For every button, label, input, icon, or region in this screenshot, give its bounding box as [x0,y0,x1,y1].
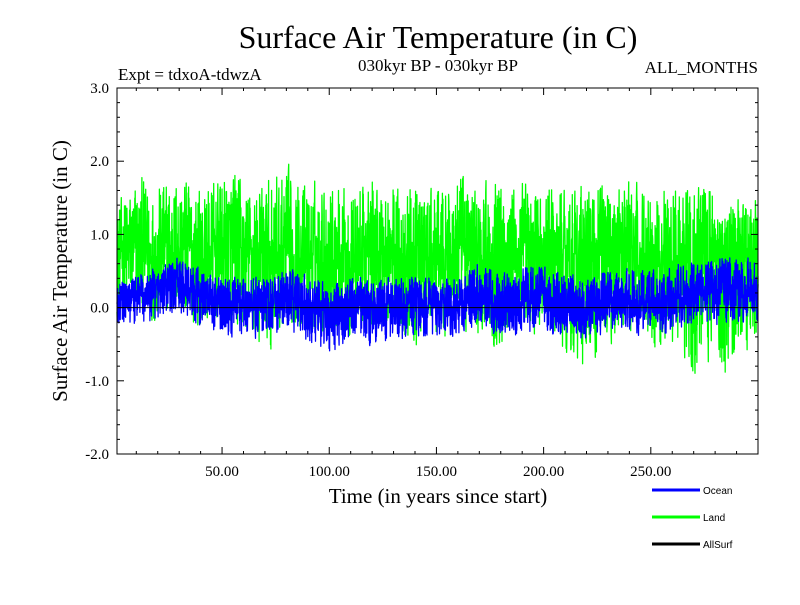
x-tick-label: 100.00 [309,464,350,480]
period-label: 030kyr BP - 030kyr BP [358,56,518,75]
land-series [116,163,759,374]
x-axis: 50.00 100.00 150.00 200.00 250.00 [135,88,738,480]
plot-area [116,163,759,374]
y-axis-label: Surface Air Temperature (in C) [48,140,72,402]
y-tick-label: 2.0 [90,154,109,170]
legend: Ocean Land AllSurf [652,486,733,551]
x-tick-label: 250.00 [630,464,671,480]
legend-label-allsurf: AllSurf [703,540,733,551]
x-tick-label: 50.00 [205,464,239,480]
y-axis: -2.0 -1.0 0.0 1.0 2.0 3.0 [85,81,758,463]
legend-label-ocean: Ocean [703,486,732,497]
y-tick-label: -2.0 [85,447,109,463]
y-tick-label: -1.0 [85,374,109,390]
y-tick-label: 0.0 [90,301,109,317]
chart-title: Surface Air Temperature (in C) [239,19,638,55]
y-tick-label: 1.0 [90,227,109,243]
x-axis-label: Time (in years since start) [329,484,548,508]
x-tick-label: 150.00 [416,464,457,480]
x-tick-label: 200.00 [523,464,564,480]
y-tick-label: 3.0 [90,81,109,97]
months-label: ALL_MONTHS [645,58,758,77]
land-line [116,163,759,374]
plot-frame [116,87,759,455]
legend-label-land: Land [703,513,725,524]
experiment-label: Expt = tdxoA-tdwzA [118,65,262,84]
